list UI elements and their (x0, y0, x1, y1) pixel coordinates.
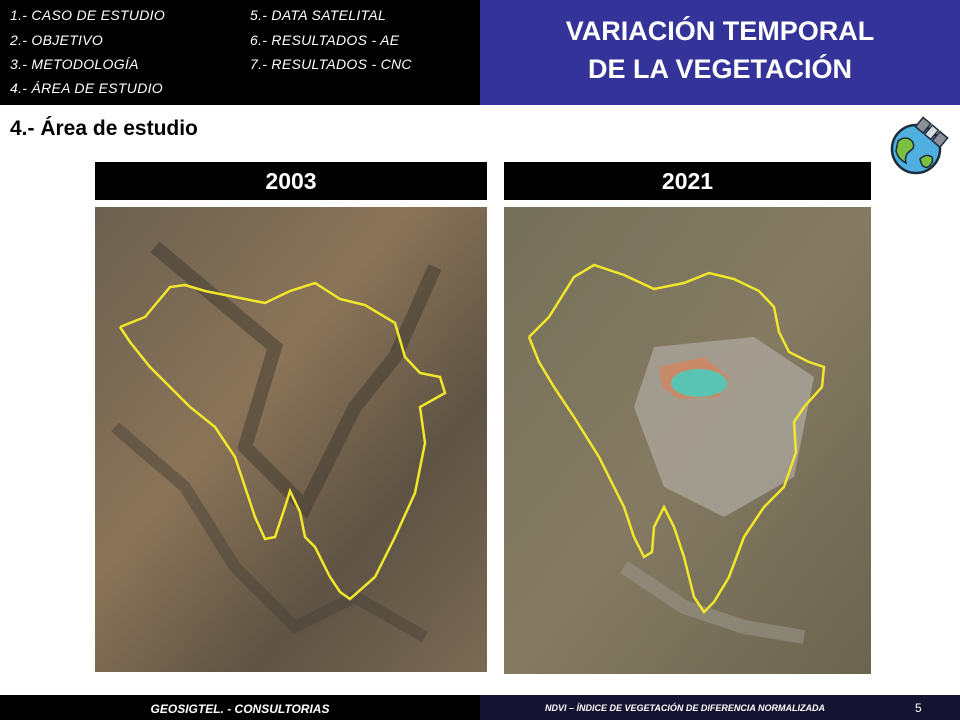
nav-item[interactable]: 3.- METODOLOGÍA (10, 56, 139, 72)
panel-label: 2003 (95, 162, 487, 200)
nav-item[interactable]: 7.- RESULTADOS - CNC (250, 56, 412, 72)
nav-item[interactable]: 2.- OBJETIVO (10, 32, 104, 48)
footer-bg (480, 695, 960, 720)
panel-label: 2021 (504, 162, 871, 200)
globe-satellite-icon (890, 116, 949, 175)
footer-left-text: GEOSIGTEL. - CONSULTORIAS (150, 702, 330, 716)
nav-item[interactable]: 1.- CASO DE ESTUDIO (10, 7, 166, 23)
page-number: 5 (915, 701, 922, 715)
footer-right-text: NDVI – ÍNDICE DE VEGETACIÓN DE DIFERENCI… (544, 703, 825, 713)
header-nav-bg (0, 0, 480, 105)
nav-item[interactable]: 6.- RESULTADOS - AE (250, 32, 400, 48)
header-title-bg (480, 0, 960, 105)
slide-title: VARIACIÓN TEMPORAL (565, 16, 875, 46)
satellite-image (95, 207, 487, 672)
nav-item[interactable]: 4.- ÁREA DE ESTUDIO (10, 80, 163, 96)
slide-title: DE LA VEGETACIÓN (587, 54, 852, 84)
nav-item[interactable]: 5.- DATA SATELITAL (250, 7, 387, 23)
section-heading: 4.- Área de estudio (10, 117, 198, 140)
satellite-image (504, 207, 871, 674)
footer-bg (0, 695, 480, 720)
